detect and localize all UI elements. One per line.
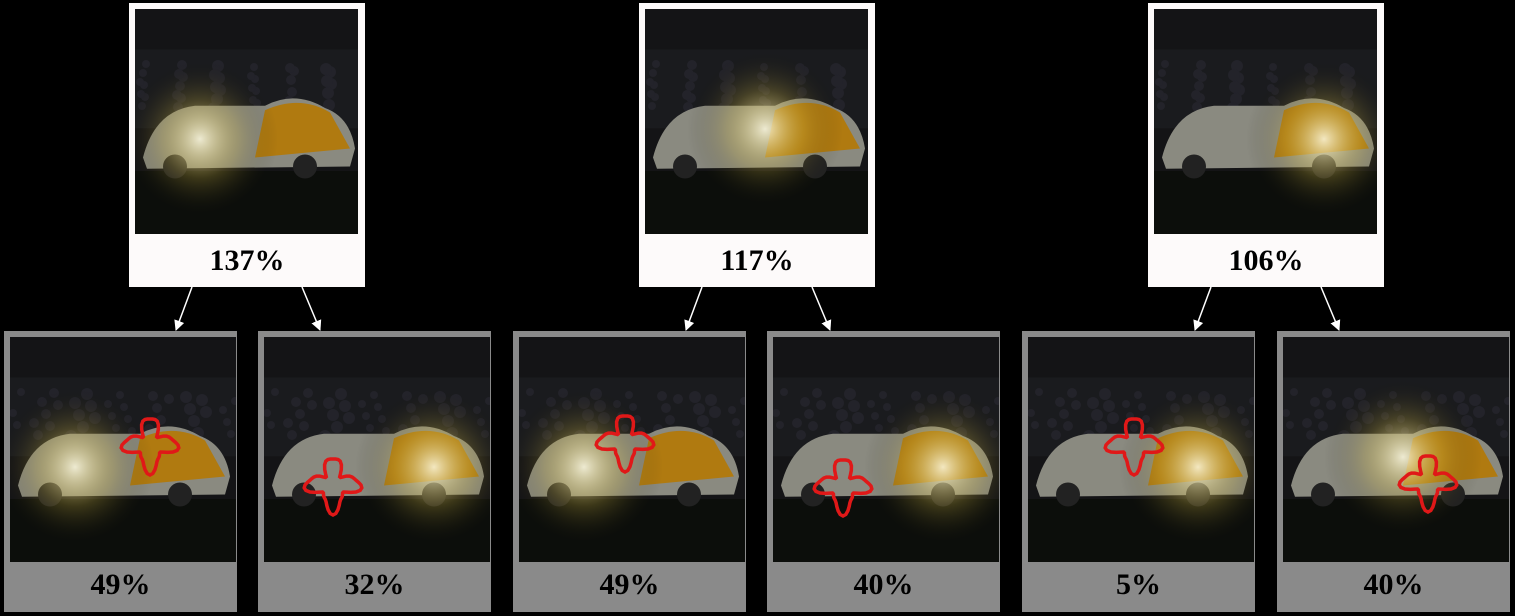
arrow-connector [301, 286, 322, 331]
child-percentage-label: 32% [344, 568, 405, 601]
car-photo [135, 9, 358, 234]
parent-percentage-label: 137% [209, 244, 285, 277]
child-card-1b: 32% [258, 331, 491, 612]
child-percentage-label: 40% [853, 568, 914, 601]
arrow-connector [811, 286, 832, 331]
arrow-connector [1193, 286, 1212, 331]
red-region-outline [594, 414, 656, 474]
child-card-3a: 5% [1022, 331, 1255, 612]
child-card-3b: 40% [1277, 331, 1510, 612]
child-card-2a: 49% [513, 331, 746, 612]
car-photo [519, 337, 745, 562]
car-photo [645, 9, 868, 234]
car-photo [773, 337, 999, 562]
red-region-outline [812, 458, 874, 518]
red-region-outline [1397, 454, 1459, 514]
parent-card-3: 106% [1148, 3, 1384, 287]
child-card-2b: 40% [767, 331, 1000, 612]
arrow-connector [684, 286, 703, 331]
parent-card-2: 117% [639, 3, 875, 287]
parent-card-1: 137% [129, 3, 365, 287]
child-percentage-label: 49% [599, 568, 660, 601]
child-percentage-label: 5% [1116, 568, 1161, 601]
car-photo [1028, 337, 1254, 562]
parent-percentage-label: 117% [720, 244, 794, 277]
red-region-outline [302, 457, 364, 517]
car-photo [1283, 337, 1509, 562]
car-photo [1154, 9, 1377, 234]
arrow-connector [1320, 286, 1341, 331]
car-photo [10, 337, 236, 562]
car-photo [264, 337, 490, 562]
red-region-outline [119, 417, 181, 477]
child-percentage-label: 49% [90, 568, 151, 601]
red-region-outline [1103, 417, 1165, 477]
parent-percentage-label: 106% [1228, 244, 1304, 277]
child-card-1a: 49% [4, 331, 237, 612]
child-percentage-label: 40% [1363, 568, 1424, 601]
arrow-connector [174, 286, 193, 331]
